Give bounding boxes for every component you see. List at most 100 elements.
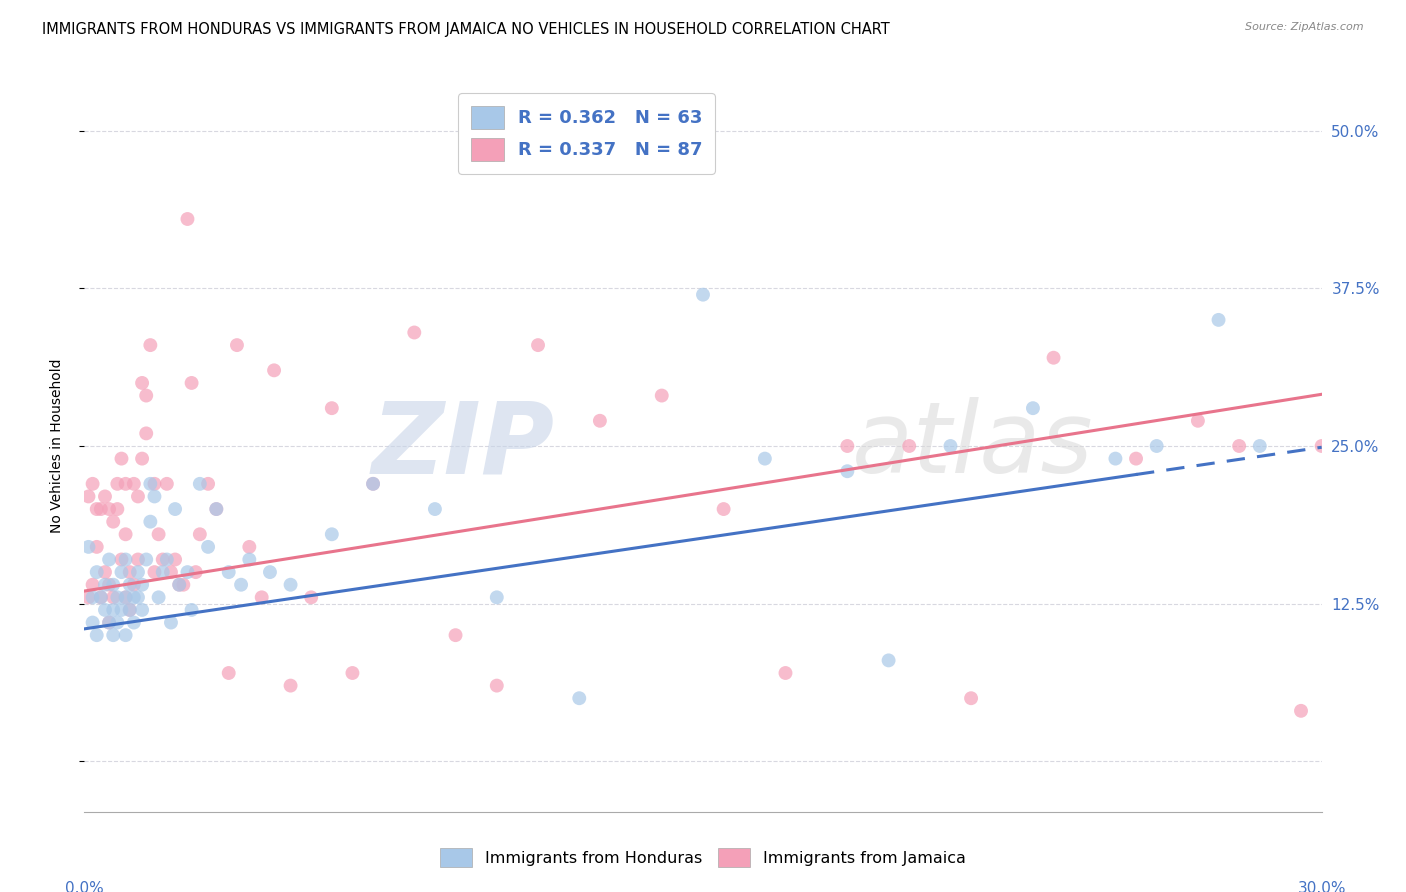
Point [127, 552, 149, 566]
Point [82, 615, 104, 630]
Point [105, 476, 128, 491]
Point [103, 591, 125, 605]
Point [1104, 451, 1126, 466]
Point [877, 653, 900, 667]
Point [259, 565, 281, 579]
Point [114, 552, 136, 566]
Point [444, 628, 467, 642]
Point [114, 591, 136, 605]
Point [837, 464, 859, 478]
Point [152, 565, 174, 579]
Point [103, 628, 125, 642]
Point [589, 414, 612, 428]
Point [82, 591, 104, 605]
Point [1042, 351, 1064, 365]
Point [229, 578, 252, 592]
Point [754, 451, 776, 466]
Point [1372, 716, 1395, 731]
Point [94, 603, 117, 617]
Point [118, 603, 141, 617]
Point [280, 578, 302, 592]
Point [122, 591, 145, 605]
Point [1022, 401, 1045, 416]
Point [139, 476, 162, 491]
Point [114, 591, 136, 605]
Point [148, 591, 170, 605]
Point [176, 212, 198, 227]
Point [131, 603, 153, 617]
Point [86, 565, 108, 579]
Point [98, 552, 121, 566]
Point [156, 476, 179, 491]
Point [197, 476, 219, 491]
Point [218, 565, 240, 579]
Point [167, 578, 190, 592]
Point [485, 591, 508, 605]
Point [110, 552, 132, 566]
Point [114, 527, 136, 541]
Point [1125, 451, 1147, 466]
Point [775, 665, 797, 680]
Point [485, 679, 508, 693]
Point [263, 363, 285, 377]
Point [205, 502, 228, 516]
Point [651, 388, 673, 402]
Point [250, 591, 273, 605]
Point [94, 565, 117, 579]
Point [156, 552, 179, 566]
Point [135, 388, 157, 402]
Point [1351, 426, 1374, 441]
Point [122, 615, 145, 630]
Point [184, 565, 207, 579]
Point [143, 476, 166, 491]
Point [143, 565, 166, 579]
Point [361, 476, 384, 491]
Point [692, 287, 714, 301]
Point [152, 552, 174, 566]
Point [238, 552, 260, 566]
Point [165, 502, 187, 516]
Point [180, 376, 202, 390]
Text: 0.0%: 0.0% [65, 881, 104, 892]
Point [898, 439, 921, 453]
Point [361, 476, 384, 491]
Point [321, 401, 343, 416]
Point [103, 603, 125, 617]
Point [86, 540, 108, 554]
Point [167, 578, 190, 592]
Point [404, 326, 426, 340]
Point [131, 451, 153, 466]
Point [165, 552, 187, 566]
Point [188, 527, 211, 541]
Text: ZIP: ZIP [371, 398, 554, 494]
Point [238, 540, 260, 554]
Point [135, 426, 157, 441]
Point [90, 502, 112, 516]
Text: 30.0%: 30.0% [1298, 881, 1346, 892]
Point [110, 565, 132, 579]
Point [131, 578, 153, 592]
Point [103, 515, 125, 529]
Text: Source: ZipAtlas.com: Source: ZipAtlas.com [1246, 22, 1364, 32]
Point [218, 665, 240, 680]
Point [1208, 313, 1230, 327]
Point [180, 603, 202, 617]
Point [98, 578, 121, 592]
Point [122, 476, 145, 491]
Point [1310, 439, 1333, 453]
Point [86, 628, 108, 642]
Point [280, 679, 302, 693]
Point [148, 527, 170, 541]
Point [127, 565, 149, 579]
Point [713, 502, 735, 516]
Point [939, 439, 962, 453]
Point [321, 527, 343, 541]
Point [188, 476, 211, 491]
Point [342, 665, 364, 680]
Point [127, 490, 149, 504]
Point [90, 591, 112, 605]
Point [1249, 439, 1271, 453]
Point [103, 578, 125, 592]
Point [105, 502, 128, 516]
Point [77, 591, 100, 605]
